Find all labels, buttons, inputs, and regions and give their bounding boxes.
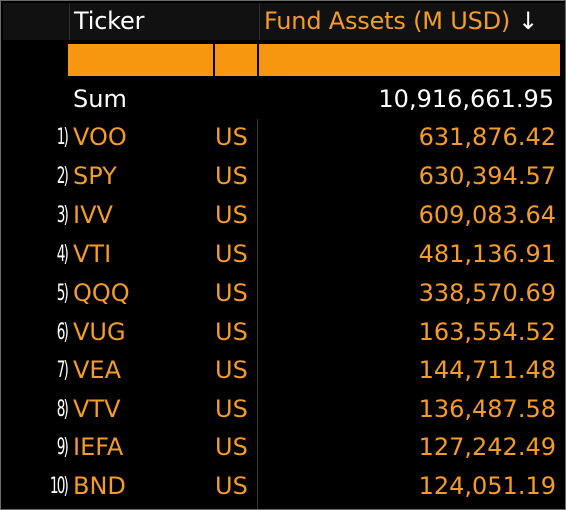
fund-assets-cell: 144,711.48 — [418, 356, 556, 384]
table-row[interactable]: 9) IEFA US 127,242.49 — [1, 429, 566, 467]
table-row[interactable]: 8) VTV US 136,487.58 — [1, 391, 566, 429]
row-number: 1) — [56, 125, 69, 150]
ticker-cell[interactable]: QQQ — [73, 279, 130, 307]
fund-assets-cell: 163,554.52 — [418, 318, 556, 346]
row-number: 6) — [56, 320, 69, 345]
table-row[interactable]: 10) BND US 124,051.19 — [1, 468, 566, 506]
fund-assets-cell: 338,570.69 — [418, 279, 556, 307]
column-divider — [257, 119, 258, 509]
table-row[interactable]: 5) QQQ US 338,570.69 — [1, 275, 566, 313]
table-row[interactable]: 1) VOO US 631,876.42 — [1, 119, 566, 157]
country-cell: US — [215, 123, 248, 151]
ticker-cell[interactable]: SPY — [73, 162, 117, 190]
filter-row — [67, 43, 561, 77]
fund-assets-cell: 136,487.58 — [418, 395, 556, 423]
column-header-row: Ticker Fund Assets (M USD) ↓ — [3, 3, 565, 40]
table-row[interactable]: 6) VUG US 163,554.52 — [1, 314, 566, 352]
table-row[interactable]: 2) SPY US 630,394.57 — [1, 158, 566, 196]
country-cell: US — [215, 201, 248, 229]
country-filter-input[interactable] — [214, 43, 258, 77]
country-cell: US — [215, 395, 248, 423]
country-cell: US — [215, 356, 248, 384]
table-row[interactable]: 3) IVV US 609,083.64 — [1, 197, 566, 235]
row-number: 5) — [56, 281, 69, 306]
ticker-cell[interactable]: VTV — [73, 395, 121, 423]
fund-assets-cell: 630,394.57 — [418, 162, 556, 190]
row-number: 9) — [56, 435, 69, 460]
ticker-header-label: Ticker — [74, 7, 145, 35]
country-cell: US — [215, 318, 248, 346]
column-header-fund-assets[interactable]: Fund Assets (M USD) ↓ — [260, 3, 565, 40]
ticker-cell[interactable]: IEFA — [73, 433, 124, 461]
fund-assets-cell: 124,051.19 — [418, 472, 556, 500]
fund-assets-cell: 481,136.91 — [418, 240, 556, 268]
sum-label: Sum — [73, 85, 127, 113]
country-cell: US — [215, 162, 248, 190]
column-header-ticker[interactable]: Ticker — [70, 3, 260, 40]
ticker-cell[interactable]: VOO — [73, 123, 127, 151]
row-number: 10) — [49, 474, 69, 499]
country-cell: US — [215, 279, 248, 307]
table-row[interactable]: 4) VTI US 481,136.91 — [1, 236, 566, 274]
row-number: 8) — [56, 397, 69, 422]
sort-descending-icon[interactable]: ↓ — [518, 7, 538, 35]
row-number: 3) — [56, 203, 69, 228]
fund-assets-cell: 609,083.64 — [418, 201, 556, 229]
row-number: 2) — [56, 164, 69, 189]
fund-assets-header-label: Fund Assets (M USD) ↓ — [264, 7, 538, 35]
ticker-cell[interactable]: BND — [73, 472, 126, 500]
column-header-index — [3, 3, 70, 40]
country-cell: US — [215, 433, 248, 461]
sum-value: 10,916,661.95 — [378, 85, 554, 113]
ticker-cell[interactable]: VEA — [73, 356, 121, 384]
fund-assets-header-text: Fund Assets (M USD) — [264, 7, 511, 35]
country-cell: US — [215, 240, 248, 268]
ticker-filter-input[interactable] — [67, 43, 214, 77]
fund-assets-filter-input[interactable] — [258, 43, 561, 77]
ticker-cell[interactable]: VUG — [73, 318, 126, 346]
fund-assets-cell: 127,242.49 — [418, 433, 556, 461]
ticker-cell[interactable]: VTI — [73, 240, 112, 268]
row-number: 7) — [56, 358, 69, 383]
table-row[interactable]: 7) VEA US 144,711.48 — [1, 352, 566, 390]
ticker-cell[interactable]: IVV — [73, 201, 113, 229]
fund-assets-cell: 631,876.42 — [418, 123, 556, 151]
row-number: 4) — [56, 242, 69, 267]
country-cell: US — [215, 472, 248, 500]
